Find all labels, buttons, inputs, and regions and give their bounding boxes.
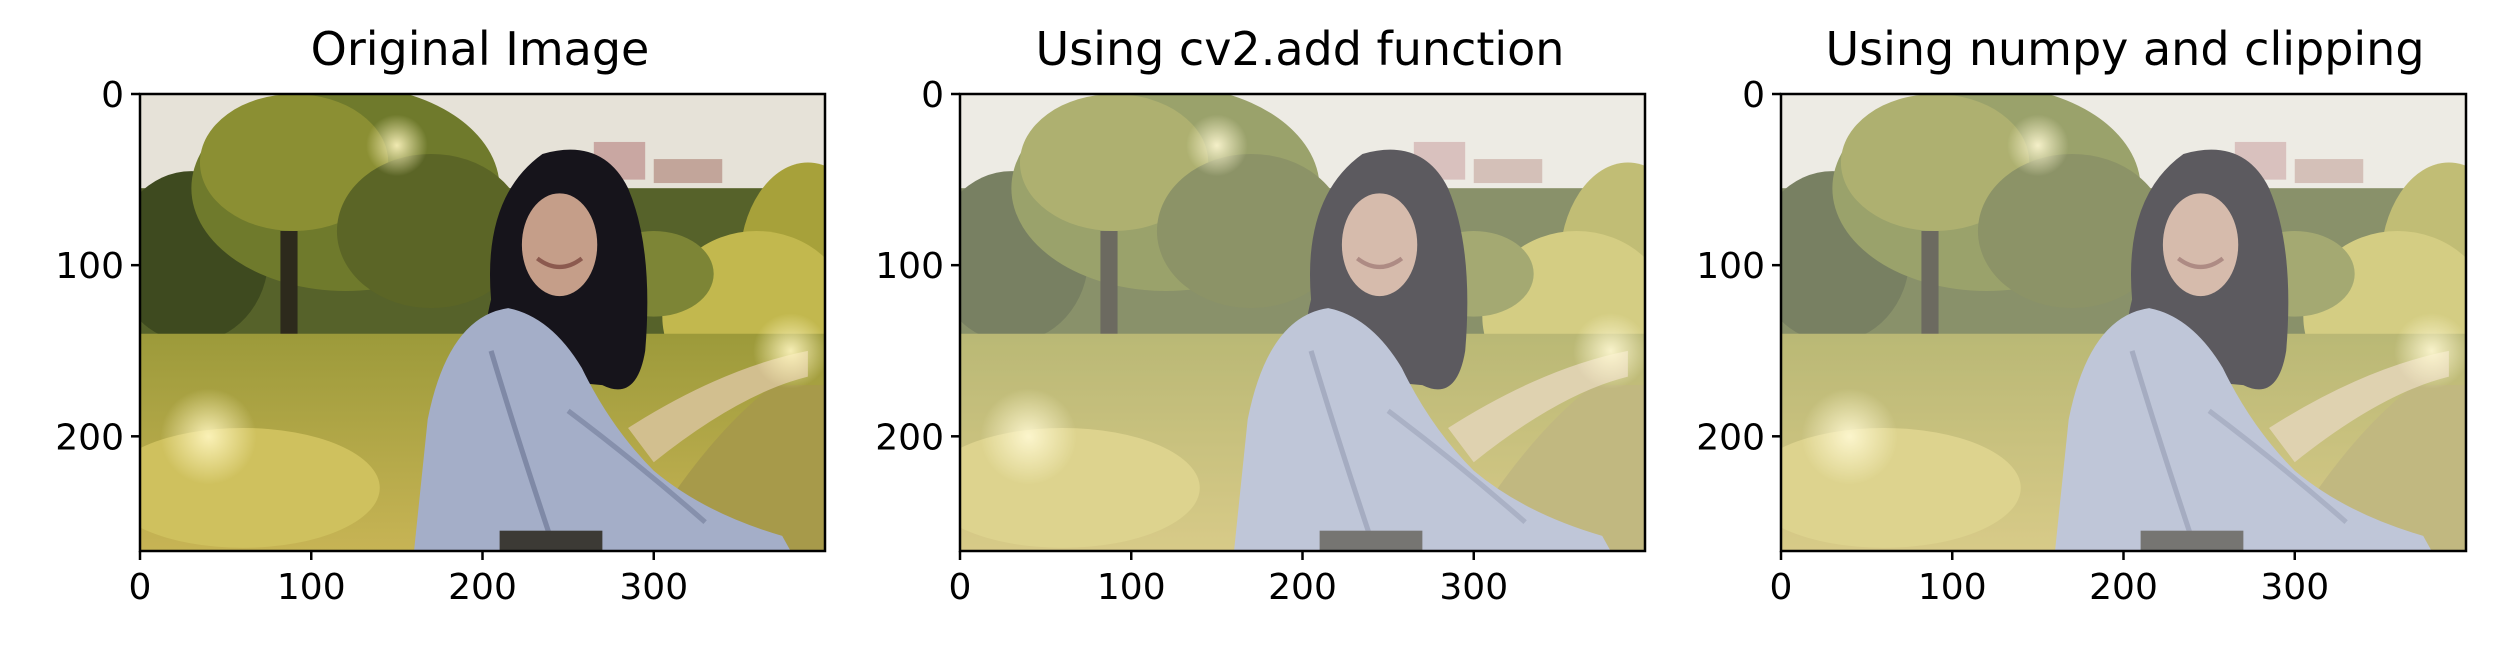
x-tick-label: 300	[2260, 567, 2329, 608]
axis-ticks: 0 100 200 300 0 100 200	[1696, 75, 2329, 608]
y-tick-label: 0	[921, 75, 944, 116]
y-tick-label: 0	[1742, 75, 1765, 116]
panel-title: Using cv2.add function	[1036, 22, 1565, 76]
x-tick-label: 0	[129, 567, 152, 608]
x-tick-label: 300	[1439, 567, 1508, 608]
x-tick-label: 200	[2089, 567, 2158, 608]
axis-ticks: 0 100 200 300 0 100 200	[55, 75, 688, 608]
panel-cv2-add: Using cv2.add function 0 100 200 300 0 100 200	[875, 22, 1696, 608]
axis-ticks: 0 100 200 300 0 100 200	[875, 75, 1508, 608]
y-tick-label: 200	[875, 417, 944, 458]
panel-title: Using numpy and clipping	[1825, 22, 2424, 76]
y-tick-label: 100	[55, 246, 124, 287]
image-cv2-add	[926, 85, 1697, 551]
panel-numpy-clipping: Using numpy and clipping 0 100 200 300 0 100 2…	[1696, 22, 2493, 608]
x-tick-label: 0	[1770, 567, 1793, 608]
image-original	[106, 85, 877, 551]
x-tick-label: 100	[277, 567, 346, 608]
x-tick-label: 200	[448, 567, 517, 608]
x-tick-label: 100	[1918, 567, 1987, 608]
y-tick-label: 100	[1696, 246, 1765, 287]
y-tick-label: 200	[55, 417, 124, 458]
x-tick-label: 100	[1097, 567, 1166, 608]
y-tick-label: 100	[875, 246, 944, 287]
x-tick-label: 0	[949, 567, 972, 608]
panel-original: Original Image 0 100 200 300 0 100 200	[55, 22, 876, 608]
x-tick-label: 200	[1268, 567, 1337, 608]
image-numpy-clipping	[1747, 85, 2493, 551]
panel-title: Original Image	[311, 22, 650, 76]
y-tick-label: 0	[101, 75, 124, 116]
y-tick-label: 200	[1696, 417, 1765, 458]
x-tick-label: 300	[619, 567, 688, 608]
